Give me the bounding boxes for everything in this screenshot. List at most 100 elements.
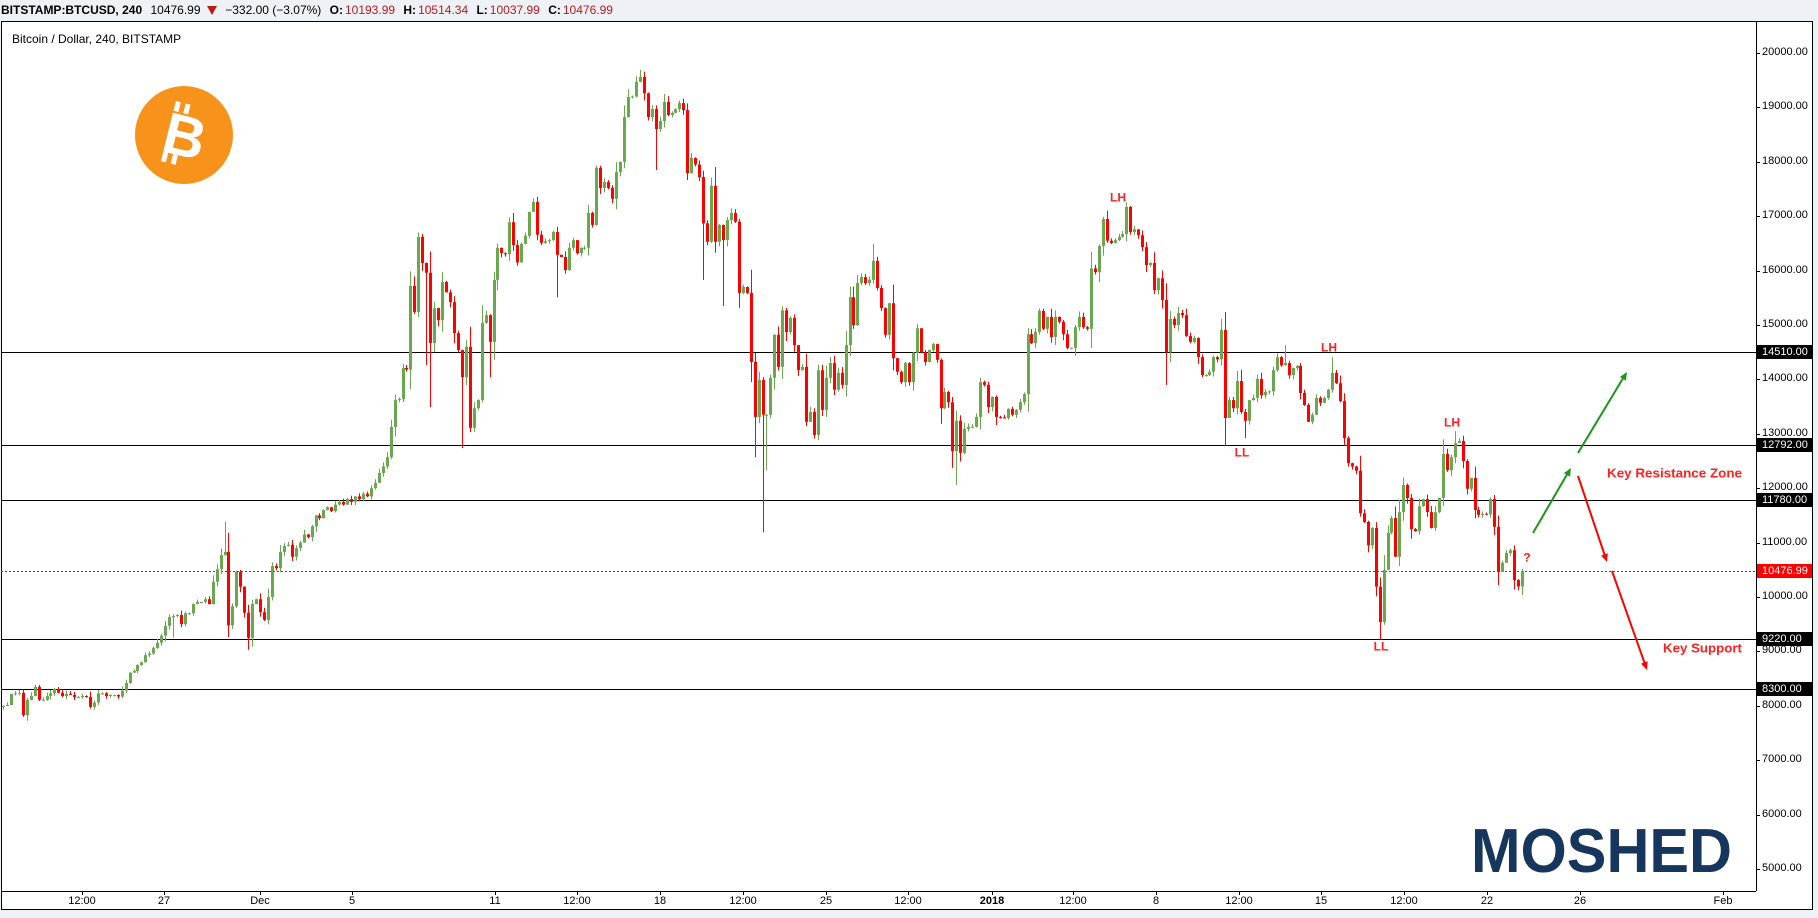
label-lower-low-1[interactable]: LL xyxy=(1235,446,1250,460)
candle xyxy=(394,394,397,437)
label-lower-high-2[interactable]: LH xyxy=(1321,341,1337,355)
candle xyxy=(932,342,935,352)
candle xyxy=(1292,367,1295,380)
candle xyxy=(445,280,448,293)
time-tick-label: 11 xyxy=(489,895,501,907)
price-tick-label: 15000.00 xyxy=(1762,317,1808,330)
chart-pane[interactable] xyxy=(1,21,1813,910)
candle xyxy=(773,334,776,390)
candle xyxy=(85,695,88,698)
bearish-projection-arrow-2[interactable] xyxy=(1611,570,1648,670)
time-tick-label: 12:00 xyxy=(729,895,757,907)
price-tick-label: 18000.00 xyxy=(1762,154,1808,167)
candle xyxy=(1513,545,1516,590)
candle xyxy=(1145,242,1148,273)
level-price-badge: 8300.00 xyxy=(1757,682,1812,697)
candle xyxy=(1244,408,1247,439)
candle xyxy=(979,377,982,430)
candle xyxy=(1007,408,1010,420)
candle xyxy=(1086,325,1089,331)
ohlc-close-label: C: xyxy=(548,3,561,17)
candle xyxy=(204,596,207,604)
ohlc-low-label: L: xyxy=(476,3,488,17)
candle xyxy=(639,69,642,83)
candle xyxy=(239,570,242,593)
candle xyxy=(576,239,579,255)
candle xyxy=(374,479,377,490)
candle xyxy=(370,485,373,500)
candle xyxy=(904,361,907,387)
candle xyxy=(797,344,800,376)
candle xyxy=(627,89,630,118)
candle xyxy=(1501,560,1504,573)
price-tick-label: 16000.00 xyxy=(1762,263,1808,276)
candle xyxy=(386,452,389,469)
candle xyxy=(663,94,666,128)
bullish-projection-arrow-1[interactable] xyxy=(1532,468,1571,534)
label-lower-high-1[interactable]: LH xyxy=(1110,191,1126,205)
candle xyxy=(144,652,147,663)
symbol-label[interactable]: BITSTAMP:BTCUSD, 240 xyxy=(1,3,143,17)
candle xyxy=(1296,365,1299,371)
candle xyxy=(1375,522,1378,597)
candle xyxy=(1303,389,1306,406)
moshed-watermark-logo: MOSHED xyxy=(1471,817,1732,886)
candle xyxy=(26,697,29,721)
candle xyxy=(1197,337,1200,364)
candle xyxy=(1359,455,1362,517)
candle xyxy=(1169,310,1172,363)
candle xyxy=(188,612,191,616)
candle xyxy=(1438,497,1441,514)
candle xyxy=(109,694,112,698)
label-lower-low-2[interactable]: LL xyxy=(1374,640,1389,654)
candle xyxy=(1276,353,1279,372)
candle xyxy=(1454,431,1457,464)
candle xyxy=(413,276,416,314)
candle xyxy=(619,161,622,177)
candle xyxy=(405,365,408,372)
ohlc-close-value: 10476.99 xyxy=(562,3,613,17)
bearish-projection-arrow-1[interactable] xyxy=(1577,475,1608,562)
price-tick-label: 9000.00 xyxy=(1762,644,1802,657)
candle xyxy=(1394,506,1397,557)
candle xyxy=(647,92,650,121)
candle xyxy=(496,243,499,291)
candle xyxy=(1485,512,1488,515)
candle xyxy=(1185,308,1188,337)
candle xyxy=(900,370,903,385)
candle xyxy=(785,307,788,341)
candle xyxy=(243,586,246,618)
candle xyxy=(1414,528,1417,532)
candle xyxy=(611,185,614,204)
candle xyxy=(682,98,685,115)
candle xyxy=(1212,355,1215,377)
candle xyxy=(1339,375,1342,403)
candle xyxy=(469,326,472,433)
candle xyxy=(409,271,412,389)
candle xyxy=(1323,396,1326,404)
label-question-mark[interactable]: ? xyxy=(1523,551,1530,565)
bullish-projection-arrow-2[interactable] xyxy=(1577,372,1627,454)
candle xyxy=(868,276,871,286)
candle xyxy=(991,396,994,412)
candle xyxy=(271,562,274,601)
label-key-support[interactable]: Key Support xyxy=(1663,641,1743,656)
candle xyxy=(765,413,768,471)
candle xyxy=(1418,498,1421,535)
label-lower-high-3[interactable]: LH xyxy=(1444,416,1460,430)
label-key-resistance-zone[interactable]: Key Resistance Zone xyxy=(1607,466,1742,481)
candle xyxy=(1383,555,1386,625)
candle xyxy=(1074,324,1077,356)
price-tick-label: 20000.00 xyxy=(1762,45,1808,58)
candle xyxy=(1252,394,1255,401)
candle xyxy=(1082,312,1085,329)
candle xyxy=(1216,355,1219,363)
candle xyxy=(1034,328,1037,348)
candle xyxy=(1311,412,1314,425)
candle xyxy=(287,542,290,547)
candle xyxy=(57,686,60,694)
candle xyxy=(421,233,424,271)
candle xyxy=(1240,369,1243,414)
candle xyxy=(1208,369,1211,377)
